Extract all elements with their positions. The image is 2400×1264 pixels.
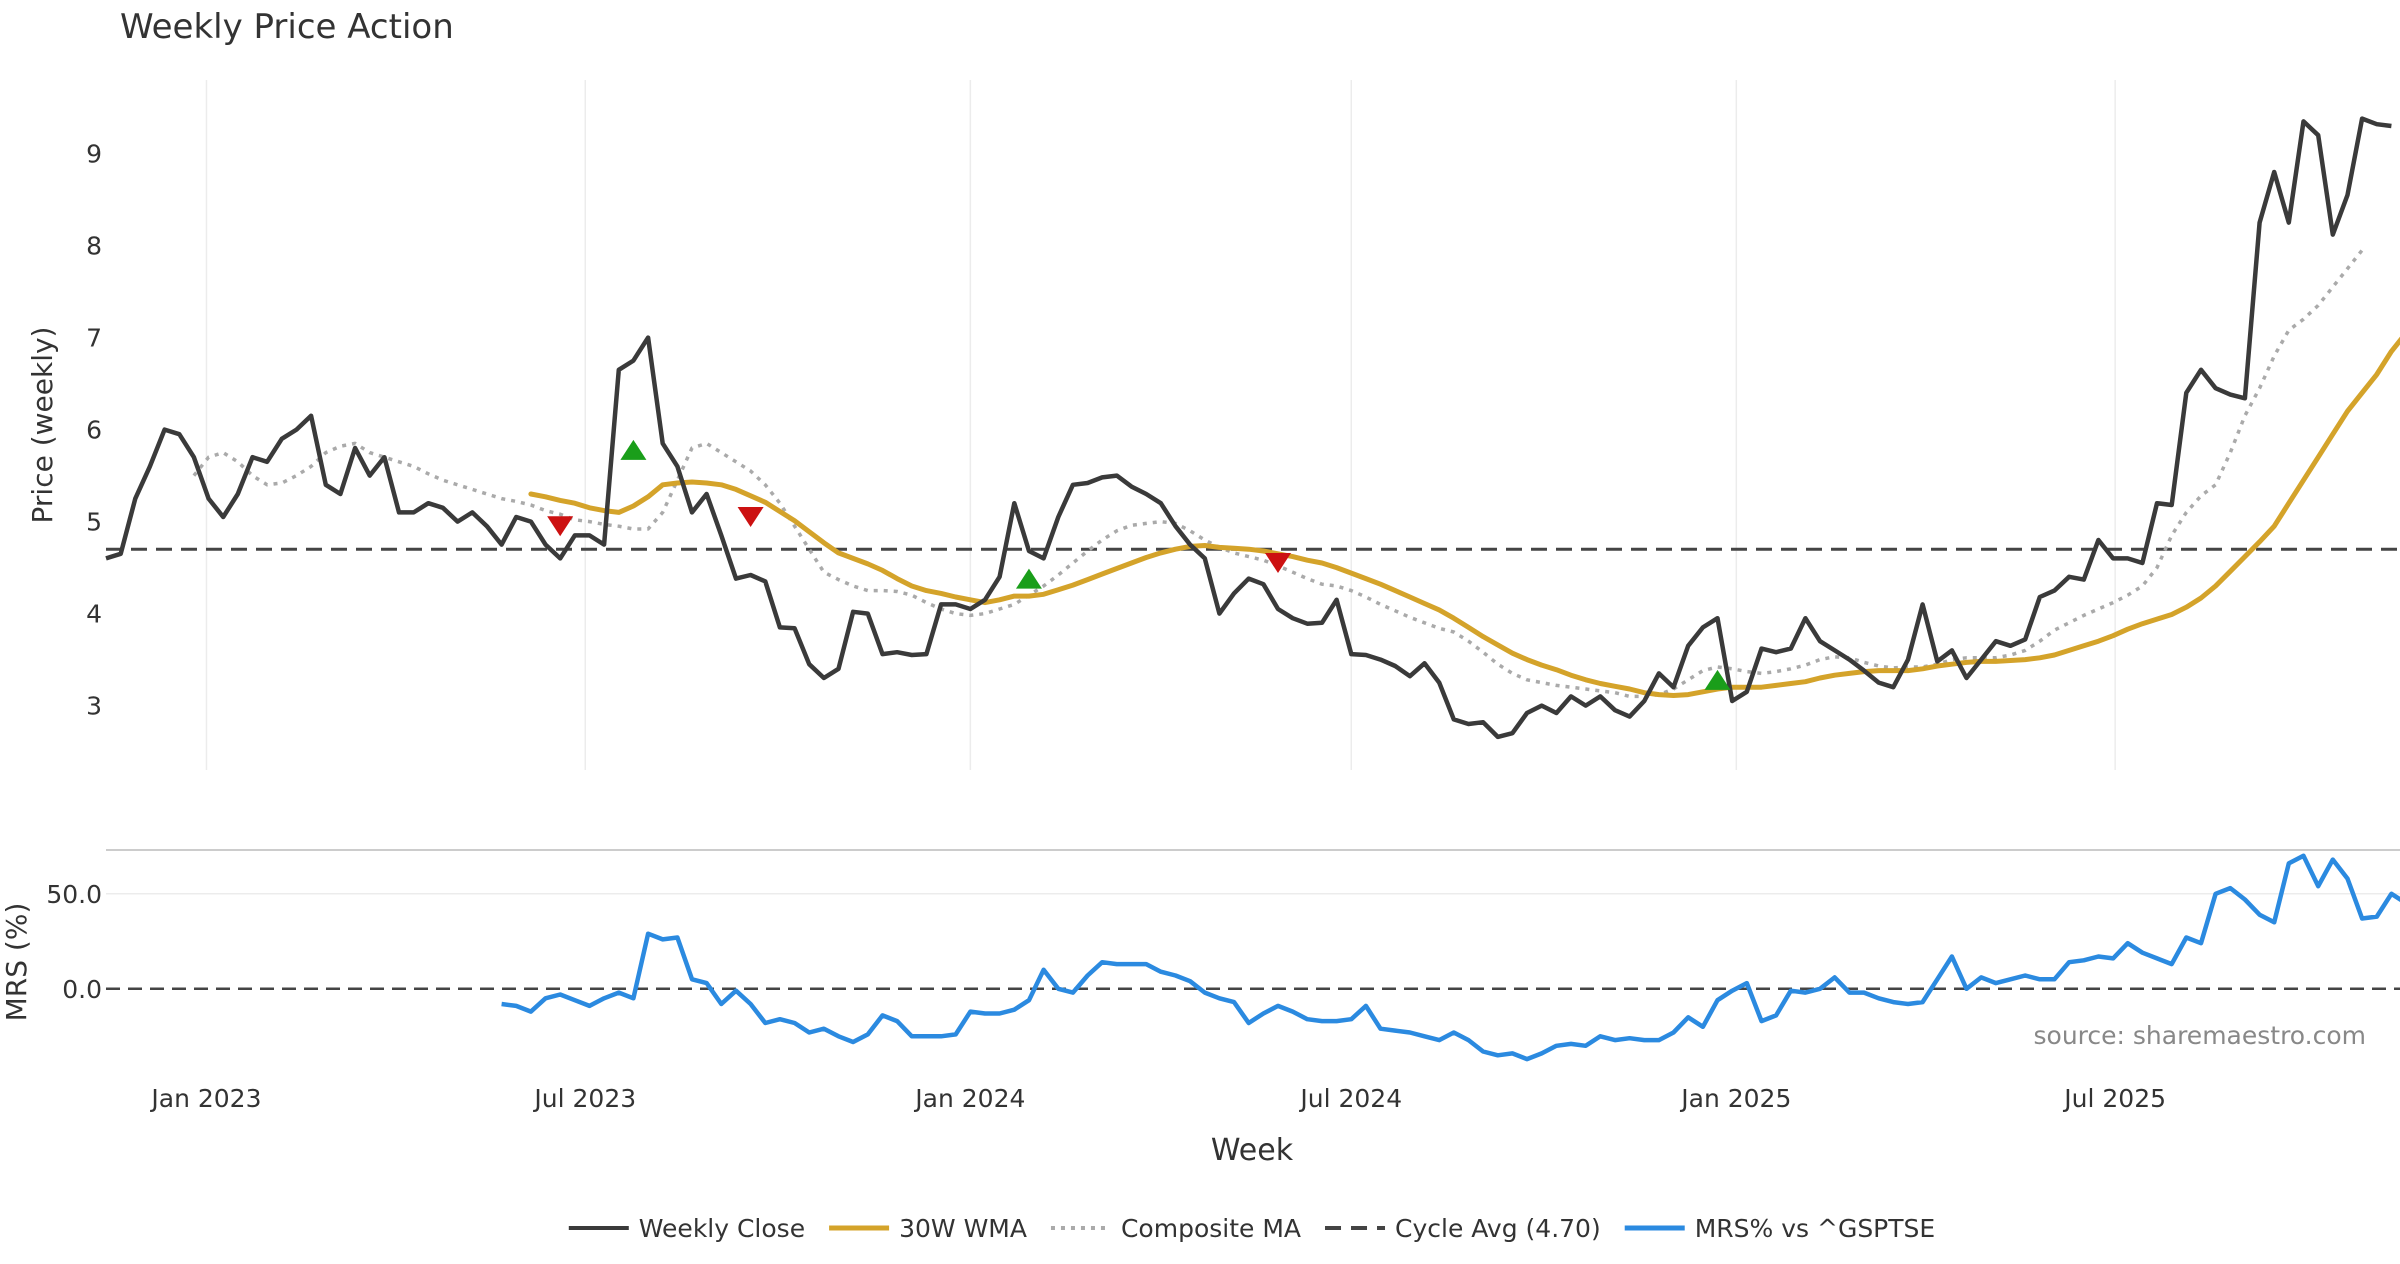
price-y-tick-label: 3 — [86, 692, 102, 721]
weekly-close-line — [105, 116, 2392, 740]
mrs-panel: 0.0 50.0 MRS (%) source: sharemaestro.com — [0, 853, 2400, 1062]
mrs-line — [501, 853, 2400, 1062]
x-axis-label: Week — [1211, 1133, 1294, 1168]
signal-markers — [547, 439, 1731, 690]
sell-signal-marker — [547, 516, 574, 537]
legend: Weekly Close 30W WMA Composite MA Cycle Avg… — [568, 1214, 1935, 1243]
mrs-y-tick-label: 50.0 — [46, 880, 102, 909]
mrs-y-axis: 0.0 50.0 — [46, 880, 102, 1004]
legend-label: Weekly Close — [639, 1214, 805, 1243]
mrs-y-tick-label: 0.0 — [62, 975, 102, 1004]
price-y-tick-label: 5 — [86, 508, 102, 537]
x-tick-label: Jan 2024 — [913, 1084, 1025, 1113]
legend-label: MRS% vs ^GSPTSE — [1695, 1214, 1935, 1243]
x-tick-label: Jul 2024 — [1298, 1084, 1402, 1113]
sell-signal-marker — [1265, 553, 1291, 573]
buy-signal-marker — [1704, 669, 1731, 690]
price-y-tick-label: 8 — [86, 232, 102, 261]
x-axis: Jan 2023 Jul 2023 Jan 2024 Jul 2024 Jan 2025… — [149, 1084, 2166, 1113]
price-y-tick-label: 9 — [86, 140, 102, 169]
sell-signal-marker — [737, 507, 764, 527]
chart-title: Weekly Price Action — [120, 7, 454, 47]
price-y-tick-label: 6 — [86, 416, 102, 445]
x-gridlines — [205, 80, 2116, 770]
price-y-tick-label: 7 — [86, 324, 102, 353]
x-tick-label: Jan 2025 — [1679, 1084, 1791, 1113]
wma-30w-line — [528, 336, 2400, 698]
price-y-tick-label: 4 — [86, 600, 102, 629]
mrs-y-axis-label: MRS (%) — [0, 903, 33, 1022]
price-y-axis: 3 4 5 6 7 8 9 — [86, 140, 102, 721]
buy-signal-marker — [620, 439, 647, 460]
x-tick-label: Jul 2023 — [532, 1084, 636, 1113]
source-credit: source: sharemaestro.com — [2034, 1021, 2367, 1050]
buy-signal-marker — [1015, 568, 1042, 589]
legend-label: Composite MA — [1121, 1214, 1301, 1243]
price-y-axis-label: Price (weekly) — [26, 327, 59, 524]
price-panel: 3 4 5 6 7 8 9 Price (weekly) — [26, 80, 2400, 770]
x-tick-label: Jan 2023 — [149, 1084, 261, 1113]
legend-label: 30W WMA — [899, 1214, 1027, 1243]
legend-label: Cycle Avg (4.70) — [1395, 1214, 1601, 1243]
x-tick-label: Jul 2025 — [2062, 1084, 2166, 1113]
